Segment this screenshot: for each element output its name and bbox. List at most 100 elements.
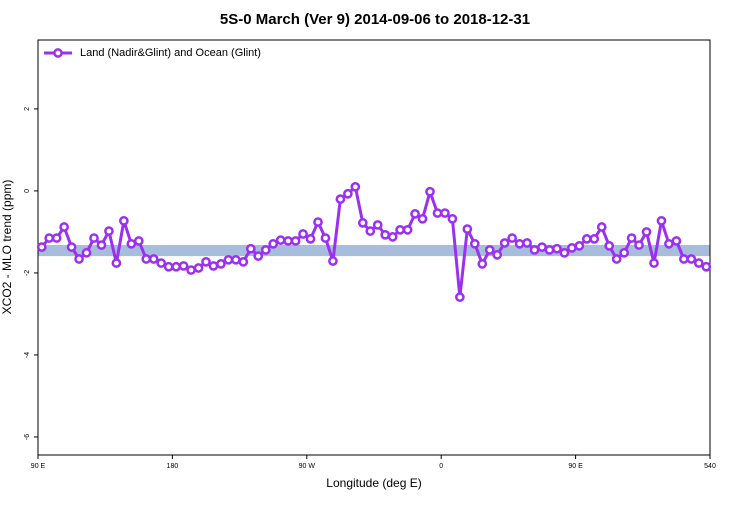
data-point: [305, 234, 316, 244]
data-point: [245, 243, 256, 254]
data-point: [283, 236, 293, 246]
data-point: [216, 259, 226, 269]
data-point: [417, 213, 428, 224]
data-point: [238, 257, 249, 267]
chart-title: 5S-0 March (Ver 9) 2014-09-06 to 2018-12…: [220, 11, 530, 28]
data-point: [141, 254, 152, 264]
x-tick-label: 0: [439, 463, 443, 470]
data-point: [119, 215, 129, 226]
data-point: [156, 258, 167, 268]
data-point: [193, 263, 204, 273]
data-point: [507, 233, 517, 243]
data-point: [619, 247, 629, 258]
data-point: [380, 229, 391, 240]
x-tick-label: 90 E: [568, 463, 583, 470]
y-tick-label: -4: [24, 352, 31, 358]
data-point: [365, 226, 376, 236]
data-point: [596, 222, 607, 232]
data-point: [133, 236, 144, 246]
data-point: [260, 245, 271, 255]
data-point: [447, 213, 458, 224]
data-point: [320, 233, 331, 243]
data-point: [686, 254, 697, 264]
data-point: [626, 233, 637, 243]
data-point: [96, 240, 107, 250]
data-point: [514, 238, 525, 249]
y-axis-title: XCO2 - MLO trend (ppm): [0, 180, 14, 315]
data-point: [275, 235, 286, 245]
x-axis-title: Longitude (deg E): [326, 476, 421, 490]
data-point: [656, 215, 667, 226]
data-point: [484, 245, 495, 255]
data-point: [36, 242, 47, 252]
data-point: [223, 254, 234, 265]
data-point: [664, 238, 674, 249]
data-point: [410, 209, 420, 219]
uncertainty-band: [38, 245, 710, 257]
data-point: [679, 254, 689, 264]
y-tick-label: -2: [24, 270, 31, 276]
data-point: [559, 247, 570, 258]
data-point: [81, 247, 92, 258]
data-point: [313, 217, 323, 227]
data-point: [440, 208, 450, 218]
data-point: [537, 242, 547, 252]
data-point: [51, 233, 62, 243]
data-point: [231, 254, 241, 265]
data-point: [455, 292, 465, 302]
data-point: [253, 251, 264, 261]
data-point: [178, 261, 189, 271]
data-point: [357, 218, 368, 228]
data-point: [171, 261, 181, 272]
data-point: [298, 229, 308, 239]
y-tick-label: -6: [24, 434, 31, 440]
data-point: [425, 186, 435, 197]
data-point: [148, 254, 159, 264]
data-point: [552, 243, 562, 254]
data-point: [104, 226, 114, 236]
data-point: [66, 242, 77, 252]
data-point: [581, 234, 592, 244]
data-point: [574, 241, 585, 251]
data-point: [671, 236, 682, 246]
data-point: [290, 236, 301, 246]
data-point: [522, 238, 532, 248]
data-point: [641, 227, 652, 237]
x-tick-label: 90 E: [31, 463, 46, 470]
data-point: [44, 233, 55, 243]
data-point: [387, 231, 398, 242]
data-point: [111, 258, 122, 268]
data-point: [604, 241, 615, 251]
legend-label: Land (Nadir&Glint) and Ocean (Glint): [80, 47, 261, 59]
data-point: [499, 238, 510, 248]
data-point: [186, 265, 196, 275]
y-tick-label: 0: [24, 189, 31, 193]
legend-marker: [53, 48, 63, 58]
data-point: [567, 243, 577, 253]
data-point: [328, 256, 338, 266]
x-tick-label: 90 W: [299, 463, 316, 470]
data-point: [395, 225, 405, 235]
data-point: [402, 225, 413, 235]
data-point: [350, 181, 361, 192]
data-point: [634, 240, 644, 250]
data-point: [649, 258, 659, 268]
data-point: [477, 259, 488, 269]
data-point: [529, 245, 540, 255]
data-point: [268, 238, 279, 249]
data-point: [693, 258, 704, 268]
data-point: [126, 238, 137, 249]
data-point: [611, 254, 622, 264]
data-point: [589, 234, 600, 244]
data-point: [335, 194, 346, 204]
data-point: [343, 188, 353, 199]
data-point: [163, 261, 174, 272]
data-point: [89, 233, 99, 243]
data-point: [469, 238, 480, 249]
x-tick-label: 540: [704, 463, 716, 470]
data-point: [544, 245, 555, 255]
data-point: [59, 222, 69, 232]
data-point: [492, 250, 503, 260]
